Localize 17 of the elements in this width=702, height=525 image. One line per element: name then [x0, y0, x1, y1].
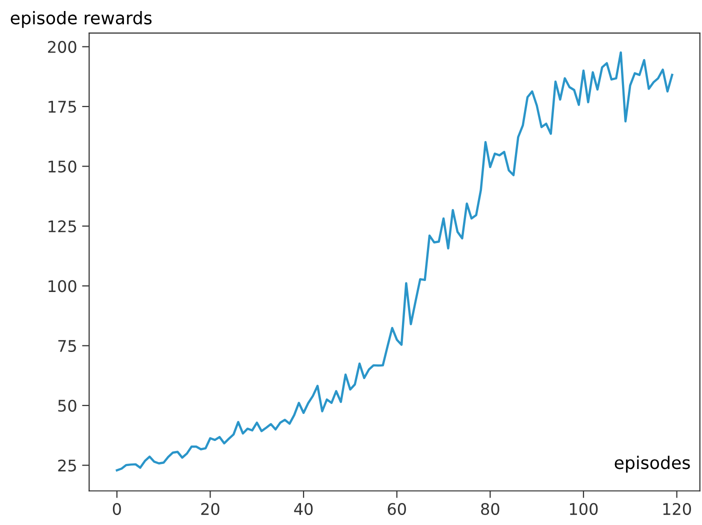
y-tick-label: 175 [48, 100, 76, 113]
y-axis-title: episode rewards [10, 11, 152, 28]
x-tick-label: 80 [481, 502, 500, 516]
y-tick-label: 50 [58, 400, 76, 412]
y-tick-label: 25 [58, 459, 76, 472]
y-tick-label: 150 [48, 160, 76, 173]
x-tick-label: 120 [663, 502, 691, 516]
x-tick-label: 100 [570, 502, 598, 516]
y-tick-label: 75 [58, 340, 76, 352]
x-tick-label: 60 [388, 502, 406, 516]
y-tick-label: 100 [48, 280, 76, 292]
y-tick-label: 200 [48, 40, 76, 54]
y-tick-label: 125 [48, 220, 76, 232]
x-tick-label: 40 [294, 502, 313, 516]
x-tick-label: 0 [112, 502, 121, 516]
x-tick-label: 20 [201, 502, 220, 516]
x-axis-title: episodes [614, 456, 690, 473]
